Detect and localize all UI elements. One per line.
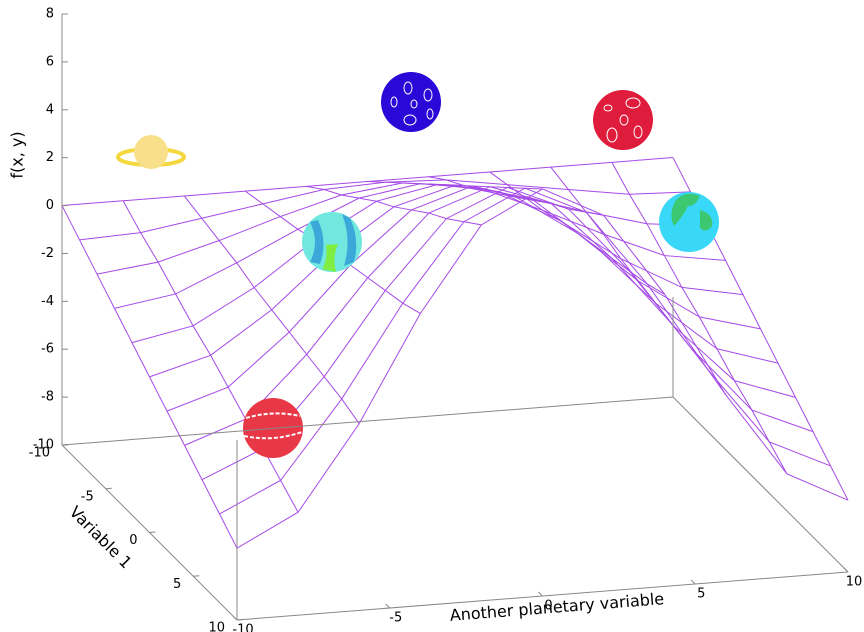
x-tick (385, 603, 391, 609)
x-tick (538, 591, 543, 597)
z-axis-label: f(x, y) (8, 131, 27, 178)
y-tick-label: -10 (29, 446, 50, 461)
y-tick-label: 10 (208, 621, 225, 632)
x-tick-label: -10 (232, 623, 253, 632)
mesh-line (79, 179, 691, 241)
x-tick (232, 615, 238, 621)
z-tick-label: -2 (41, 246, 54, 261)
x-tick-label: -5 (389, 611, 402, 626)
y-tick (149, 531, 156, 533)
x-tick (843, 567, 849, 573)
mesh-line (122, 200, 299, 513)
mesh-line (61, 205, 238, 549)
mesh-line (183, 195, 360, 424)
y-tick (105, 487, 112, 490)
x-tick (690, 579, 696, 585)
planet-red (593, 90, 653, 150)
y-tick (193, 575, 200, 577)
planet-blue (381, 72, 441, 132)
mesh-line (489, 171, 665, 295)
y-axis-label: Variable 1 (66, 502, 136, 572)
z-tick-label: -4 (41, 294, 54, 309)
y-tick-label: -5 (81, 489, 94, 504)
planet-decorations (116, 72, 719, 458)
floor-edge (61, 396, 674, 446)
x-tick-label: 0 (544, 599, 552, 614)
planet-earth (659, 192, 719, 252)
mesh-line (96, 182, 709, 275)
y-tick-label: 5 (173, 577, 181, 592)
floor-edge (672, 396, 849, 573)
mesh-line (367, 181, 543, 190)
planet-striped (302, 212, 362, 272)
z-tick-label: 2 (46, 150, 54, 165)
z-tick-label: -6 (41, 342, 54, 357)
y-tick (236, 619, 244, 621)
y-tick-label: 0 (129, 533, 137, 548)
z-tick-label: -10 (33, 438, 54, 453)
mesh-line (306, 185, 482, 226)
z-tick-label: -8 (41, 390, 54, 405)
planet-saturn (116, 135, 186, 169)
x-tick-label: 10 (846, 575, 863, 590)
mesh-line (611, 162, 788, 475)
z-tick-label: 8 (46, 7, 54, 22)
mesh-line (131, 184, 744, 344)
x-tick-label: 5 (697, 587, 705, 602)
z-tick-label: 6 (46, 54, 54, 69)
mesh-line (428, 176, 604, 216)
z-tick-label: 4 (46, 102, 54, 117)
y-tick (61, 444, 69, 446)
surface-mesh (61, 157, 849, 549)
mesh-line (550, 166, 727, 396)
z-tick-label: 0 (46, 198, 54, 213)
